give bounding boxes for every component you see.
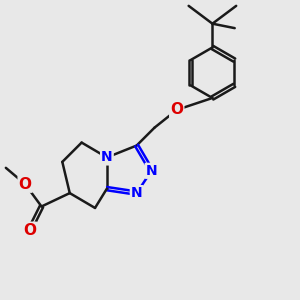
Text: O: O xyxy=(19,177,32,192)
Text: O: O xyxy=(170,102,183,117)
Text: N: N xyxy=(131,186,142,200)
Text: O: O xyxy=(23,223,36,238)
Text: N: N xyxy=(146,164,157,178)
Text: N: N xyxy=(101,150,113,164)
